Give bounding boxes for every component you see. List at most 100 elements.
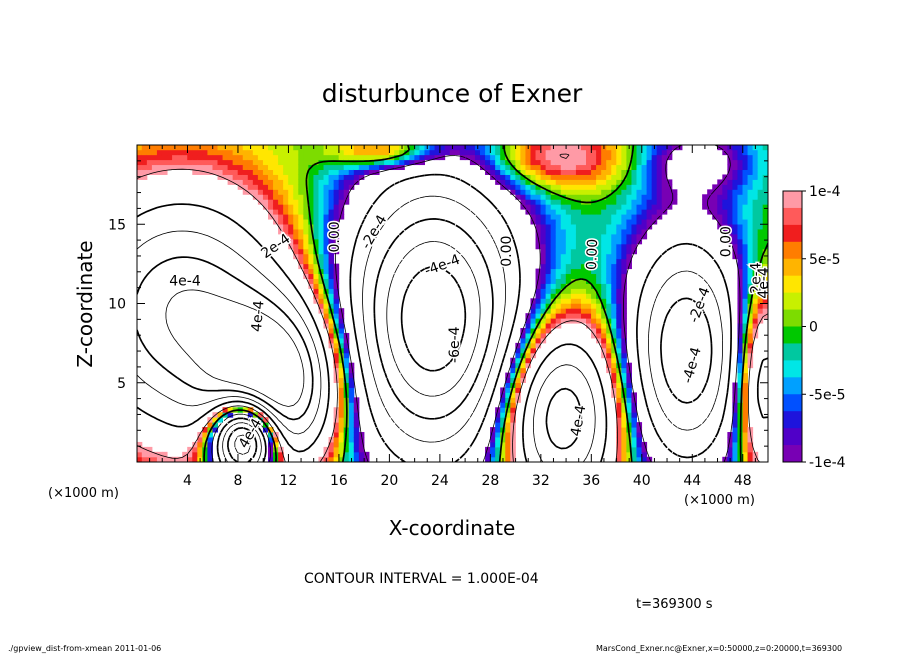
filled-contour-cell [742, 397, 749, 403]
filled-contour-cell [601, 238, 607, 245]
filled-contour-cell [338, 342, 345, 349]
filled-contour-cell [146, 149, 153, 156]
filled-contour-cell [399, 159, 405, 166]
filled-contour-cell [414, 154, 420, 161]
filled-contour-cell [621, 238, 627, 245]
filled-contour-cell [717, 179, 723, 185]
filled-contour-cell [757, 224, 764, 230]
filled-contour-cell [732, 402, 738, 408]
filled-contour-cell [601, 288, 607, 294]
filled-contour-cell [580, 298, 587, 304]
filled-contour-cell [752, 149, 759, 156]
filled-contour-cell [580, 179, 587, 185]
filled-contour-cell [596, 332, 602, 339]
filled-contour-cell [626, 179, 632, 185]
filled-contour-cell [348, 446, 355, 453]
filled-contour-cell [737, 352, 744, 359]
filled-contour-cell [626, 407, 632, 413]
filled-contour-cell [596, 268, 602, 275]
filled-contour-cell [550, 169, 557, 175]
filled-contour-cell [732, 456, 738, 462]
filled-contour-cell [550, 263, 557, 270]
filled-contour-cell [480, 149, 486, 156]
filled-contour-cell [631, 451, 637, 458]
filled-contour-cell [757, 174, 764, 180]
filled-contour-cell [187, 164, 193, 171]
filled-contour-cell [656, 154, 663, 161]
filled-contour-cell [737, 164, 744, 171]
filled-contour-cell [757, 278, 764, 284]
filled-contour-cell [752, 159, 759, 166]
filled-contour-cell [242, 164, 249, 171]
filled-contour-cell [333, 248, 340, 255]
filled-contour-cell [732, 145, 738, 151]
filled-contour-cell [227, 154, 234, 161]
filled-contour-cell [394, 154, 400, 161]
filled-contour-cell [611, 228, 617, 235]
filled-contour-cell [515, 179, 521, 185]
contour-interval: CONTOUR INTERVAL = 1.000E-04 [304, 571, 539, 587]
filled-contour-cell [732, 228, 738, 235]
filled-contour-cell [762, 303, 768, 309]
filled-contour-cell [742, 407, 749, 413]
filled-contour-cell [732, 184, 738, 190]
filled-contour-cell [217, 417, 224, 423]
filled-contour-cell [338, 387, 345, 393]
filled-contour-cell [298, 184, 304, 190]
filled-contour-cell [303, 243, 309, 250]
filled-contour-cell [611, 323, 617, 329]
filled-contour-cell [616, 233, 622, 240]
filled-contour-cell [666, 199, 673, 205]
filled-contour-cell [409, 159, 415, 166]
filled-contour-cell [626, 258, 632, 265]
filled-contour-cell [257, 179, 264, 185]
filled-contour-cell [560, 184, 567, 190]
filled-contour-cell [702, 199, 708, 205]
filled-contour-cell [621, 194, 627, 200]
filled-contour-cell [333, 298, 340, 304]
filled-contour-cell [591, 228, 597, 235]
filled-contour-cell [545, 278, 552, 284]
filled-contour-cell [671, 194, 678, 200]
filled-contour-cell [666, 194, 673, 200]
filled-contour-cell [520, 145, 526, 151]
filled-contour-cell [348, 169, 355, 175]
filled-contour-cell [555, 145, 562, 151]
filled-contour-cell [288, 194, 294, 200]
filled-contour-cell [333, 313, 340, 319]
filled-contour-cell [570, 179, 577, 185]
filled-contour-cell [454, 149, 461, 156]
filled-contour-cell [333, 179, 340, 185]
filled-contour-cell [500, 179, 506, 185]
filled-contour-cell [641, 164, 648, 171]
filled-contour-cell [318, 308, 325, 314]
filled-contour-cell [601, 199, 607, 205]
filled-contour-cell [666, 189, 673, 195]
filled-contour-cell [626, 194, 632, 200]
filled-contour-cell [288, 149, 294, 156]
filled-contour-cell [580, 189, 587, 195]
filled-contour-cell [601, 313, 607, 319]
filled-contour-cell [500, 159, 506, 166]
filled-contour-cell [737, 258, 744, 265]
filled-contour-cell [257, 412, 264, 418]
filled-contour-cell [207, 451, 213, 458]
filled-contour-cell [323, 323, 330, 329]
filled-contour-cell [737, 194, 744, 200]
filled-contour-cell [616, 337, 622, 344]
filled-contour-cell [358, 456, 365, 462]
filled-contour-cell [141, 154, 148, 161]
filled-contour-cell [333, 154, 340, 161]
filled-contour-cell [242, 149, 249, 156]
filled-contour-cell [313, 258, 319, 265]
filled-contour-cell [424, 149, 431, 156]
plot-area: 0.00 0.00 0.00 0.002e-44e-44e-4-2e-4-4e-4-6… [137, 145, 768, 462]
filled-contour-cell [575, 263, 582, 270]
filled-contour-cell [500, 184, 506, 190]
filled-contour-cell [293, 145, 299, 151]
filled-contour-cell [570, 169, 577, 175]
filled-contour-cell [545, 263, 552, 270]
filled-contour-cell [570, 303, 577, 309]
filled-contour-cell [328, 238, 335, 245]
filled-contour-cell [333, 214, 340, 220]
